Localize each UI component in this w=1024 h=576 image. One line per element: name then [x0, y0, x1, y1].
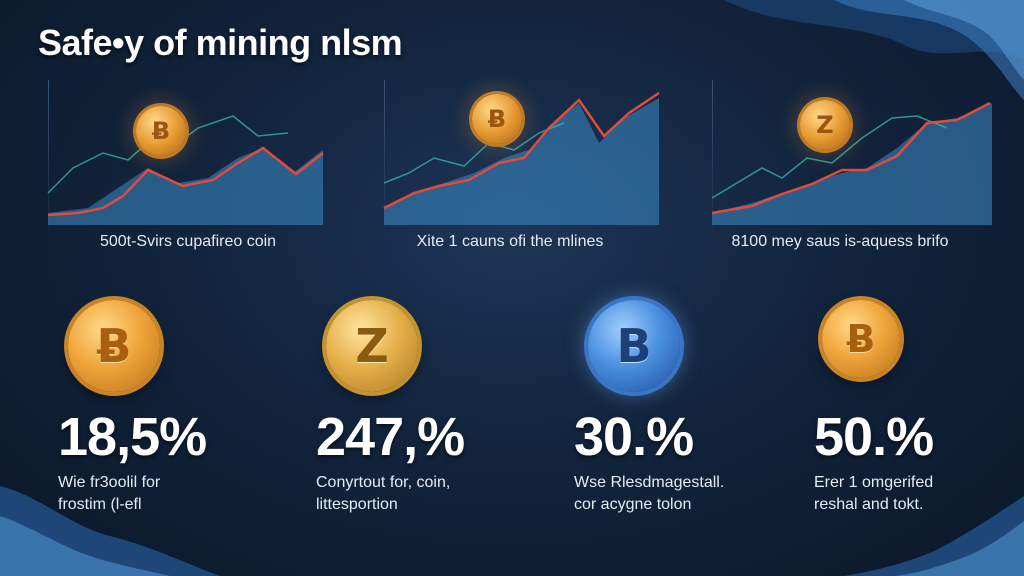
chart-line-primary: [383, 91, 660, 210]
stat-value: 50.%: [814, 407, 934, 467]
stat-value: 18,5%: [58, 407, 207, 467]
page-title: Safe•y of mining nlsm: [38, 22, 403, 63]
stat-card-3: B 30.% Wse Rlesdmagestall. cor acygne to…: [574, 300, 804, 516]
chart-caption-3: 8100 mey saus is-aquess brifo: [731, 233, 949, 250]
stat-value: 247,%: [316, 407, 465, 467]
stat-card-2: Z 247,% Conyrtout for, coin, littesporti…: [316, 300, 546, 516]
chart-line-primary: [47, 146, 324, 217]
stat-card-1: Ƀ 18,5% Wie fr3oolil for frostim (l-efl: [58, 300, 288, 516]
chart-line-secondary: [711, 115, 948, 199]
bitcoin-coin-icon: Ƀ: [68, 300, 160, 392]
mining-chart-3: [711, 101, 992, 225]
chart-area: [384, 98, 659, 225]
stat-description: Conyrtout for, coin, littesportion: [316, 474, 451, 513]
chart-line-secondary: [383, 122, 565, 184]
chart-caption-1: 500t-Svirs cupafireo coin: [99, 233, 277, 250]
chart-panel-2: Ƀ: [383, 88, 664, 228]
panel-divider: [712, 80, 713, 240]
stat-description: Erer 1 omgerifed reshal and tokt.: [814, 474, 934, 513]
bitcoin-coin-icon: Ƀ: [822, 300, 900, 378]
stat-value: 30.%: [574, 407, 694, 467]
panel-divider: [48, 80, 49, 240]
chart-panel-1: Ƀ: [47, 88, 328, 228]
chart-caption-2: Xite 1 cauns ofi the mlines: [416, 233, 604, 250]
bitcoin-coin-icon: Ƀ: [472, 94, 522, 144]
zcash-coin-icon: Z: [800, 100, 850, 150]
chart-panel-3: Z: [711, 88, 992, 228]
mining-chart-1: [47, 115, 324, 225]
stat-card-4: Ƀ 50.% Erer 1 omgerifed reshal and tokt.: [814, 300, 1024, 516]
blue-coin-icon: B: [588, 300, 680, 392]
chart-line-primary: [711, 101, 991, 215]
mining-chart-2: [383, 91, 660, 225]
bitcoin-coin-icon: Ƀ: [136, 106, 186, 156]
zcash-coin-icon: Z: [326, 300, 418, 392]
stat-description: Wse Rlesdmagestall. cor acygne tolon: [574, 474, 725, 513]
stat-description: Wie fr3oolil for frostim (l-efl: [58, 474, 161, 513]
panel-divider: [384, 80, 385, 240]
